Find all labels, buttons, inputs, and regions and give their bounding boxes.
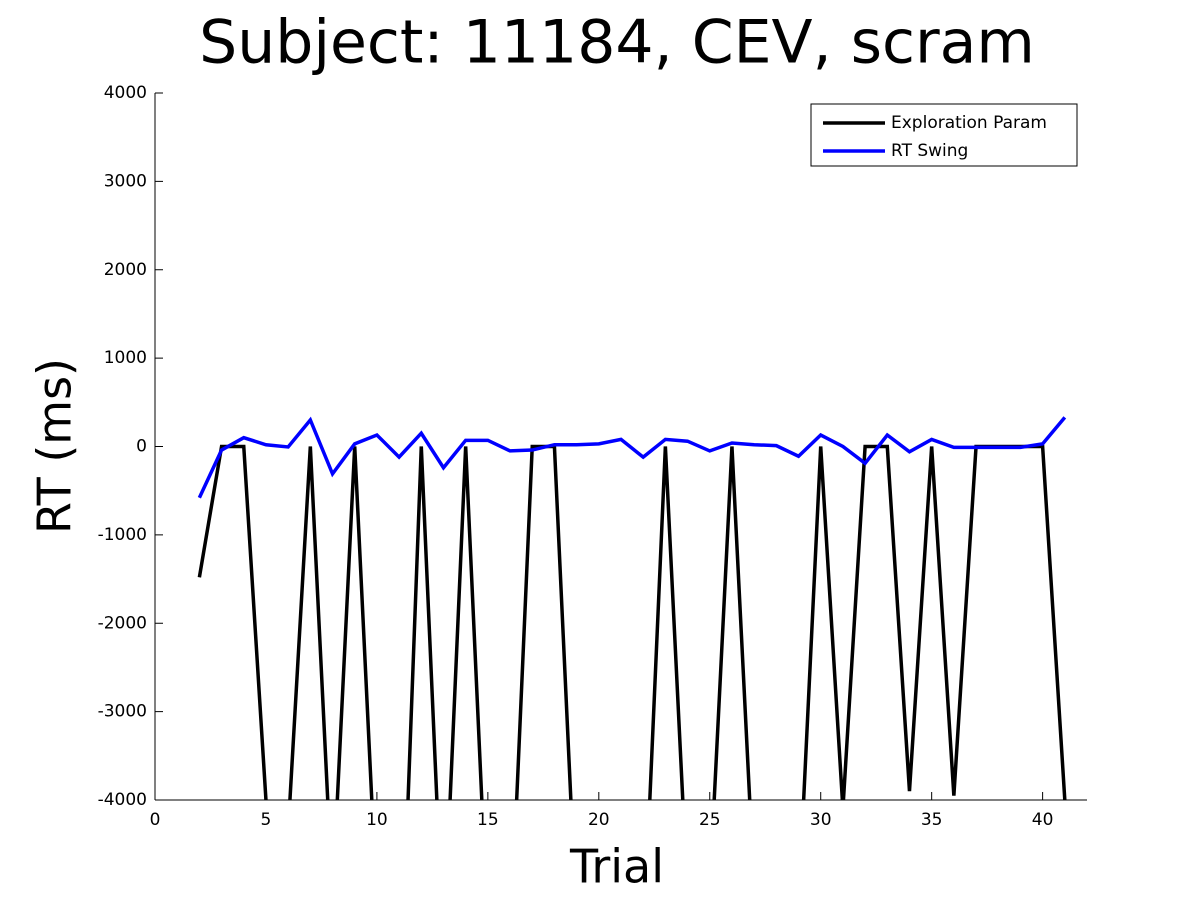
x-tick-label: 35 [921,810,943,830]
y-axis-label: RT (ms) [28,358,82,534]
y-tick-label: -4000 [98,790,147,810]
data-line [197,444,1067,800]
legend-label: RT Swing [891,141,968,161]
plot-area [197,416,1067,800]
legend-box [810,103,1078,167]
y-tick-label: 4000 [104,83,147,103]
y-tick-label: 0 [136,437,147,457]
x-tick-label: 0 [150,810,161,830]
x-axis-label: Trial [569,840,664,894]
y-tick-label: -3000 [98,702,147,722]
y-tick-label: 3000 [104,171,147,191]
y-tick-label: 2000 [104,260,147,280]
y-tick-label: -1000 [98,525,147,545]
chart-title: Subject: 11184, CEV, scram [199,8,1035,78]
x-tick-label: 20 [588,810,610,830]
y-tick-label: -2000 [98,613,147,633]
x-tick-label: 40 [1032,810,1054,830]
y-tick-label: 1000 [104,348,147,368]
x-tick-label: 15 [477,810,499,830]
data-line [197,416,1067,499]
x-tick-label: 5 [261,810,272,830]
legend-label: Exploration Param [891,113,1047,133]
x-tick-label: 30 [810,810,832,830]
x-tick-label: 10 [366,810,388,830]
x-tick-label: 25 [699,810,721,830]
